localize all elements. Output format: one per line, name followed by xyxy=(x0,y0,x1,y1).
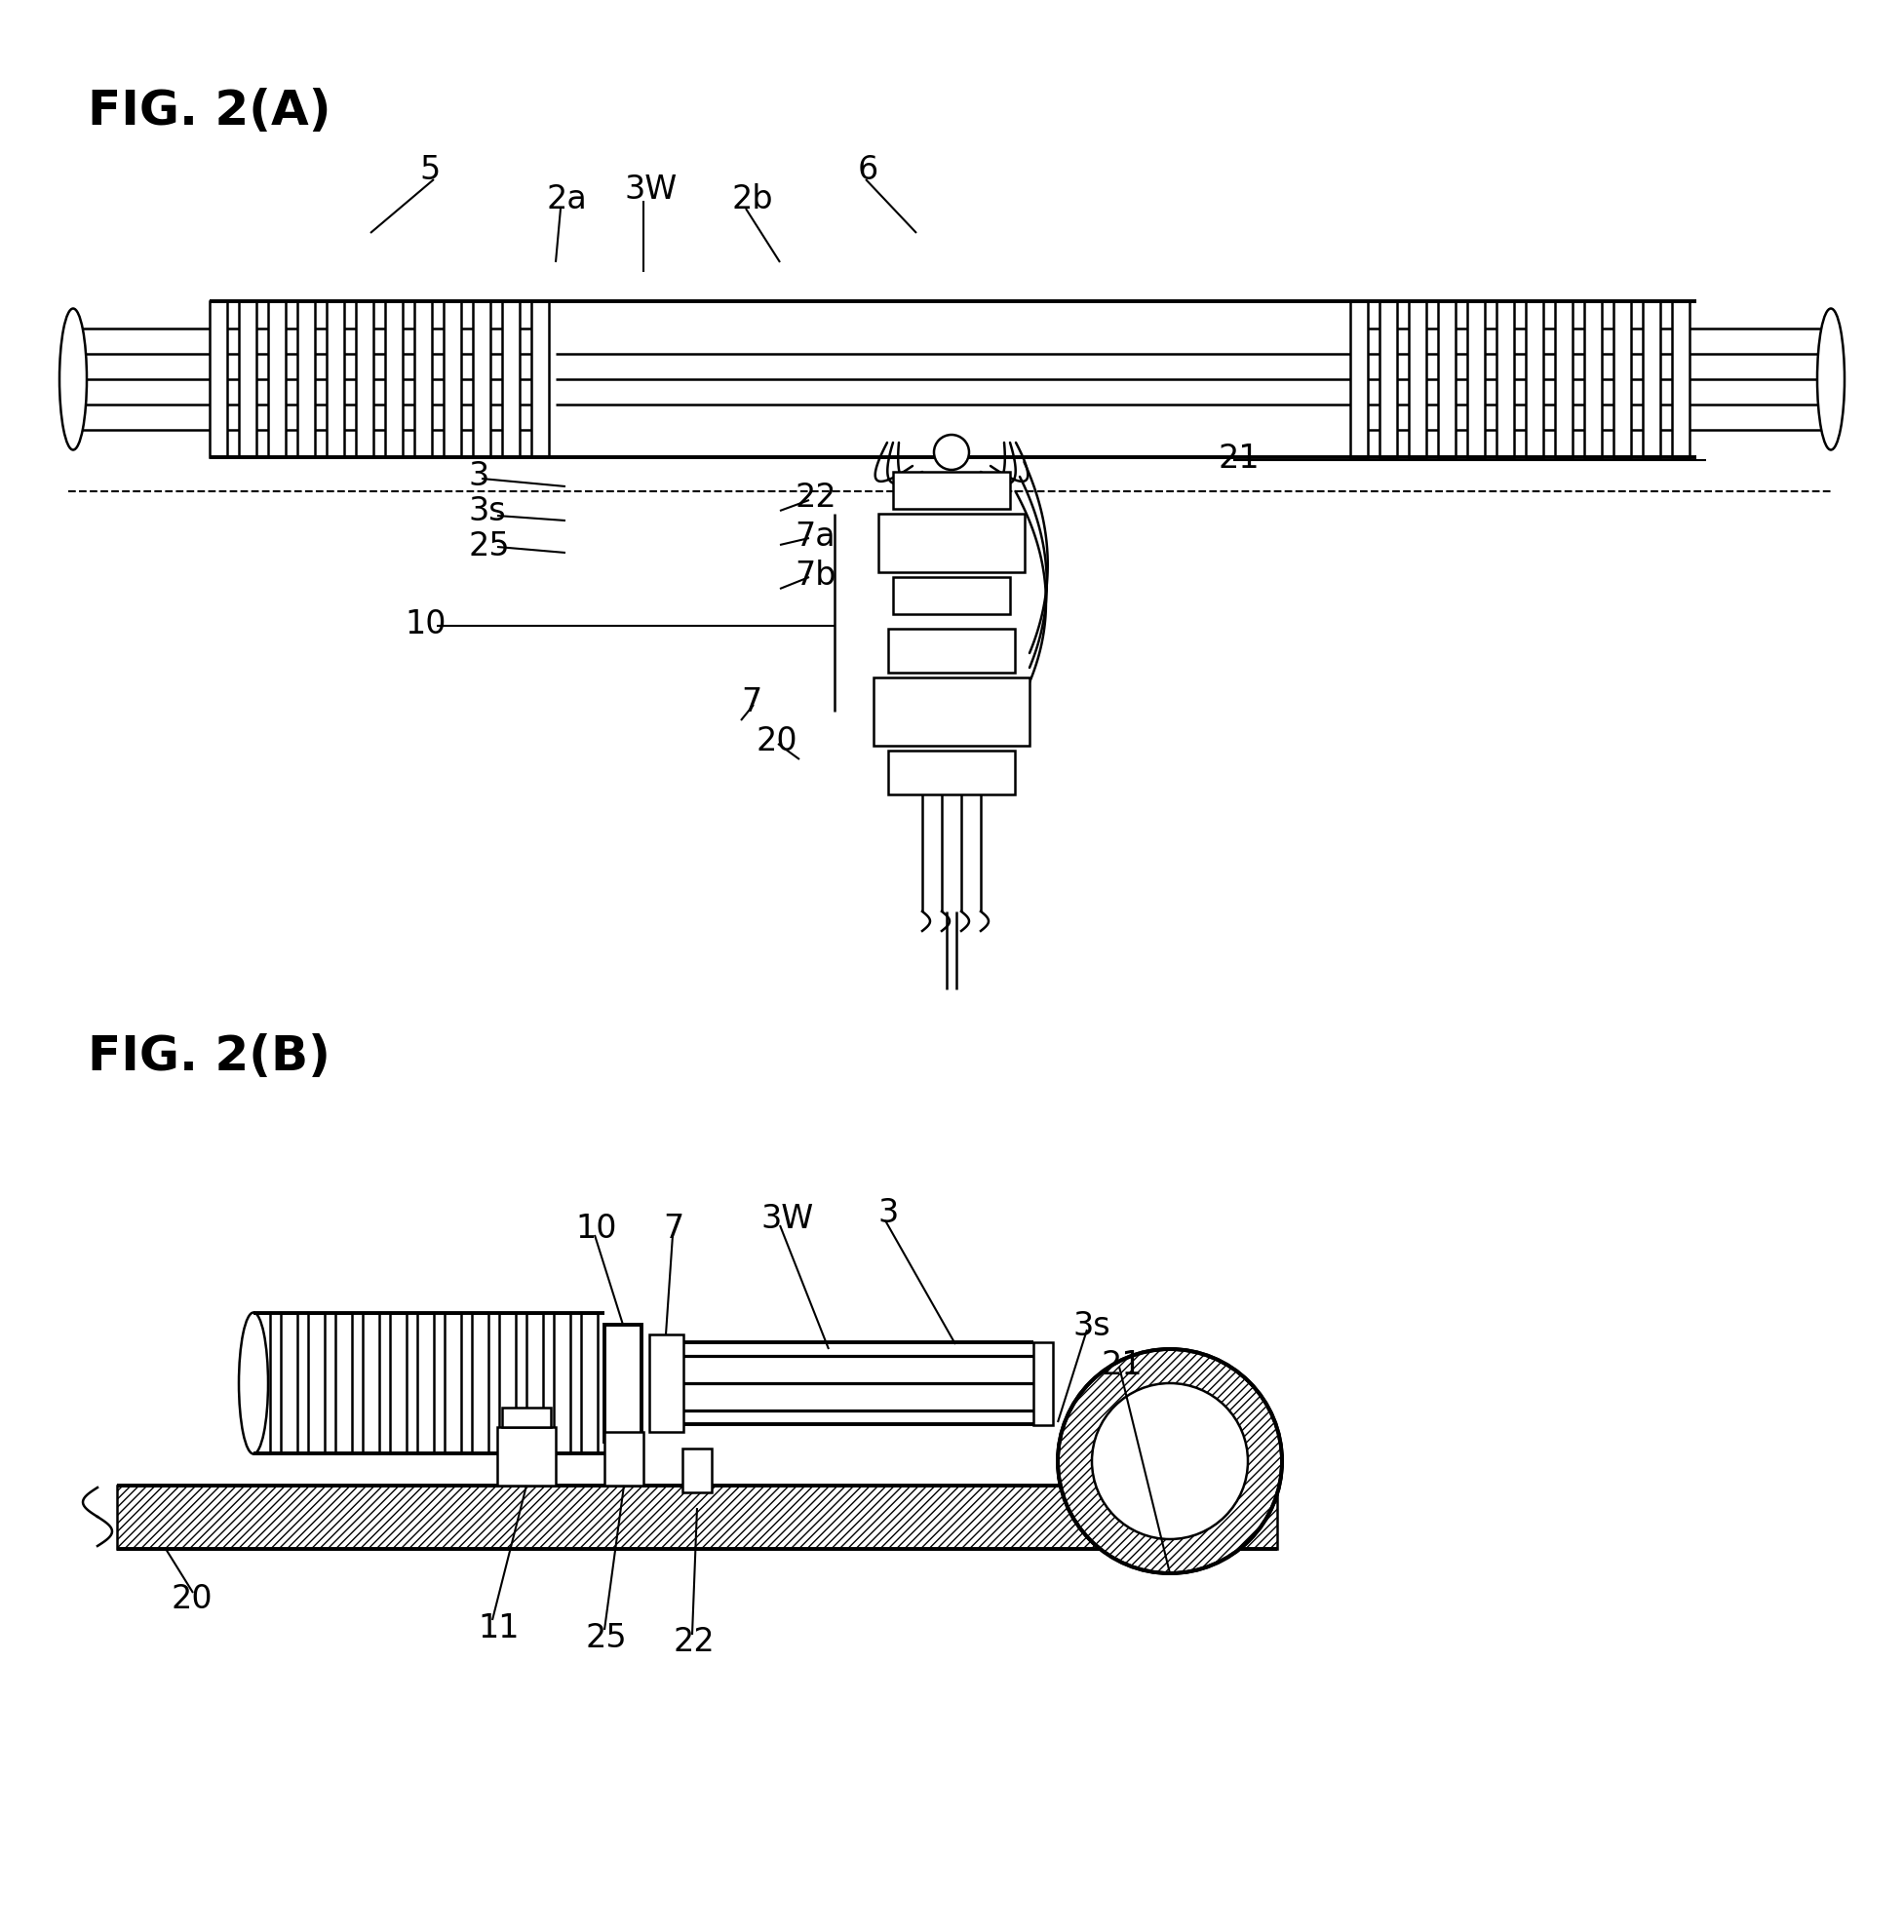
Text: 3W: 3W xyxy=(625,174,676,207)
Bar xyxy=(503,301,520,458)
Text: 7: 7 xyxy=(741,686,762,717)
Bar xyxy=(1438,301,1455,458)
Bar xyxy=(1034,1343,1053,1426)
Bar xyxy=(878,514,1024,574)
Bar xyxy=(1672,301,1689,458)
Bar xyxy=(1497,301,1514,458)
Bar xyxy=(472,1314,489,1453)
Bar xyxy=(682,1449,712,1493)
Text: 25: 25 xyxy=(585,1621,626,1654)
Bar xyxy=(209,301,227,458)
Bar xyxy=(1350,301,1367,458)
Text: 20: 20 xyxy=(171,1582,211,1613)
Bar xyxy=(390,1314,407,1453)
Bar xyxy=(253,1314,270,1453)
Text: 10: 10 xyxy=(575,1211,617,1244)
Bar xyxy=(444,301,461,458)
Bar xyxy=(887,752,1015,794)
Text: 22: 22 xyxy=(794,481,836,514)
Bar xyxy=(874,678,1030,746)
Bar xyxy=(887,630,1015,672)
Ellipse shape xyxy=(238,1314,268,1455)
Bar xyxy=(335,1314,352,1453)
Text: 6: 6 xyxy=(859,155,878,187)
Bar xyxy=(1380,301,1398,458)
Bar xyxy=(1525,301,1544,458)
Text: 5: 5 xyxy=(419,155,440,187)
Bar xyxy=(444,1314,461,1453)
Bar xyxy=(581,1314,598,1453)
Bar xyxy=(415,301,432,458)
Text: 25: 25 xyxy=(468,529,510,562)
Bar xyxy=(893,473,1009,510)
Ellipse shape xyxy=(1816,309,1845,450)
Bar xyxy=(604,1432,644,1486)
Bar xyxy=(297,301,314,458)
Text: 3s: 3s xyxy=(1072,1310,1110,1341)
Bar xyxy=(893,578,1009,614)
Text: 21: 21 xyxy=(1219,442,1260,473)
Bar xyxy=(1643,301,1660,458)
Bar xyxy=(604,1325,642,1441)
Bar xyxy=(1613,301,1632,458)
Bar xyxy=(526,1314,543,1453)
Text: 3s: 3s xyxy=(468,495,506,527)
Text: 3: 3 xyxy=(878,1198,899,1229)
Text: FIG. 2(A): FIG. 2(A) xyxy=(88,87,331,135)
Text: 2a: 2a xyxy=(546,184,586,216)
Bar xyxy=(1409,301,1426,458)
Bar xyxy=(268,301,286,458)
Text: 3W: 3W xyxy=(760,1202,813,1235)
Bar xyxy=(417,1314,434,1453)
Bar xyxy=(649,1335,684,1432)
Text: 21: 21 xyxy=(1102,1349,1142,1379)
Text: 7b: 7b xyxy=(794,558,836,591)
Bar xyxy=(503,1408,550,1428)
Bar xyxy=(531,301,548,458)
Bar xyxy=(308,1314,326,1453)
Text: 7: 7 xyxy=(663,1211,684,1244)
Bar xyxy=(554,1314,571,1453)
Text: 2b: 2b xyxy=(731,184,773,216)
Text: 11: 11 xyxy=(478,1611,520,1642)
Bar xyxy=(1584,301,1601,458)
Bar xyxy=(327,301,345,458)
Bar xyxy=(1468,301,1485,458)
Bar xyxy=(497,1428,556,1486)
Text: 10: 10 xyxy=(404,607,446,639)
Circle shape xyxy=(1059,1349,1281,1573)
Bar xyxy=(116,1486,1278,1549)
Text: 22: 22 xyxy=(672,1625,714,1658)
Circle shape xyxy=(1091,1383,1247,1540)
Bar xyxy=(385,301,402,458)
Bar xyxy=(1556,301,1573,458)
Text: FIG. 2(B): FIG. 2(B) xyxy=(88,1034,331,1080)
Bar xyxy=(499,1314,516,1453)
Bar xyxy=(362,1314,379,1453)
Text: 3: 3 xyxy=(468,460,489,491)
Bar xyxy=(238,301,257,458)
Text: 7a: 7a xyxy=(794,520,836,553)
Bar xyxy=(472,301,491,458)
Ellipse shape xyxy=(59,309,88,450)
Bar xyxy=(280,1314,297,1453)
Text: 20: 20 xyxy=(756,724,798,757)
Circle shape xyxy=(935,435,969,471)
Bar xyxy=(356,301,373,458)
